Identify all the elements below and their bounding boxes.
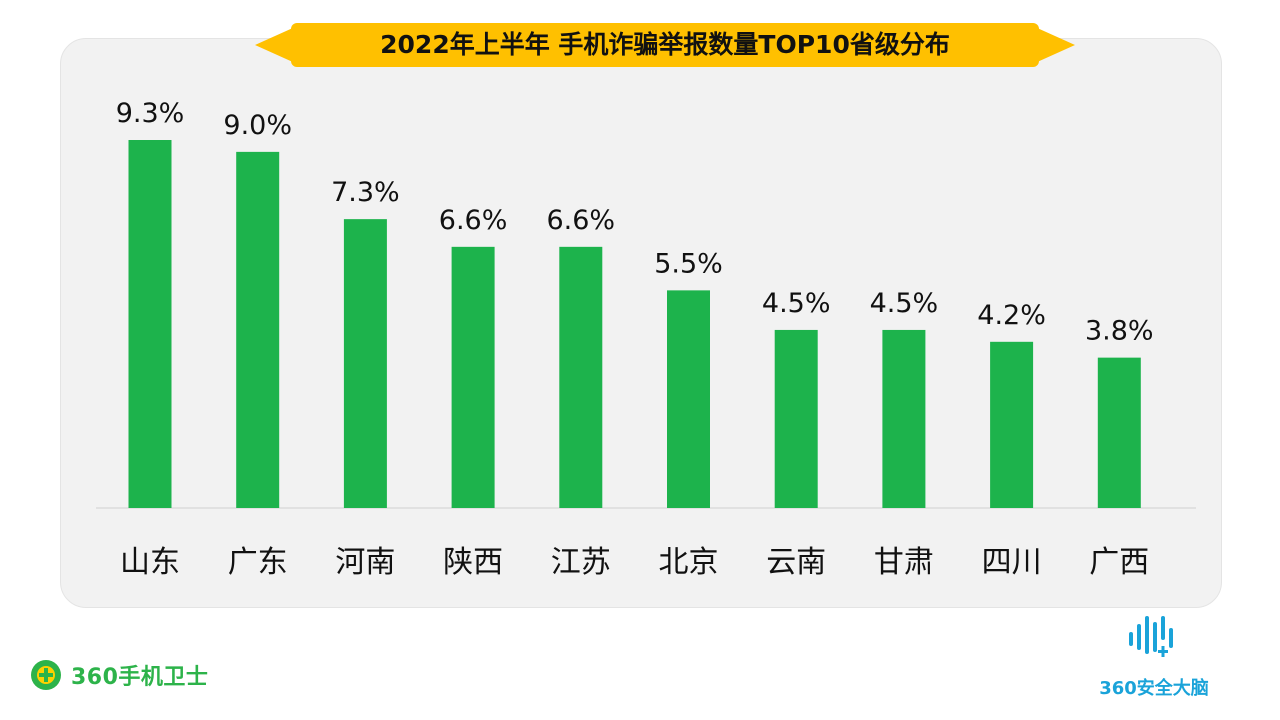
category-label-3: 河南 (335, 545, 395, 580)
bar-1 (128, 140, 172, 508)
brand-360-security-brain: 360安全大脑 (1074, 610, 1234, 700)
value-label-6: 5.5% (654, 248, 723, 279)
category-label-6: 北京 (659, 545, 719, 580)
bar-4 (451, 246, 495, 508)
chart-title: 2022年上半年 手机诈骗举报数量TOP10省级分布 (380, 30, 950, 59)
bar-3 (343, 219, 387, 509)
title-banner: 2022年上半年 手机诈骗举报数量TOP10省级分布 (255, 19, 1075, 71)
brand-360-mobile-guard: 360手机卫士 (29, 655, 208, 695)
category-label-4: 陕西 (443, 545, 503, 580)
bar-2 (236, 151, 280, 508)
brand-left-text: 360手机卫士 (71, 665, 209, 690)
value-label-3: 7.3% (331, 177, 400, 208)
plus-badge-icon (31, 660, 61, 690)
value-label-5: 6.6% (546, 205, 615, 236)
bar-6 (667, 290, 710, 508)
bar-8 (882, 329, 926, 508)
category-label-10: 广西 (1089, 545, 1149, 580)
category-label-2: 广东 (228, 545, 288, 580)
category-label-1: 山东 (120, 545, 180, 580)
bar-5 (559, 246, 603, 508)
bar-7 (774, 329, 818, 508)
title-banner-shape (255, 23, 1075, 67)
category-label-5: 江苏 (551, 545, 611, 580)
category-label-7: 云南 (766, 545, 826, 580)
value-label-2: 9.0% (223, 110, 292, 141)
sound-wave-icon (1129, 616, 1173, 657)
category-label-9: 四川 (982, 545, 1042, 580)
bar-9 (990, 341, 1034, 508)
value-label-4: 6.6% (439, 205, 508, 236)
value-label-8: 4.5% (870, 288, 939, 319)
value-label-10: 3.8% (1085, 316, 1154, 347)
value-label-7: 4.5% (762, 288, 831, 319)
value-label-1: 9.3% (116, 98, 185, 129)
bar-10 (1097, 357, 1141, 508)
brand-right-text: 360安全大脑 (1099, 678, 1209, 699)
category-label-8: 甘肃 (874, 545, 934, 580)
value-label-9: 4.2% (977, 300, 1046, 331)
